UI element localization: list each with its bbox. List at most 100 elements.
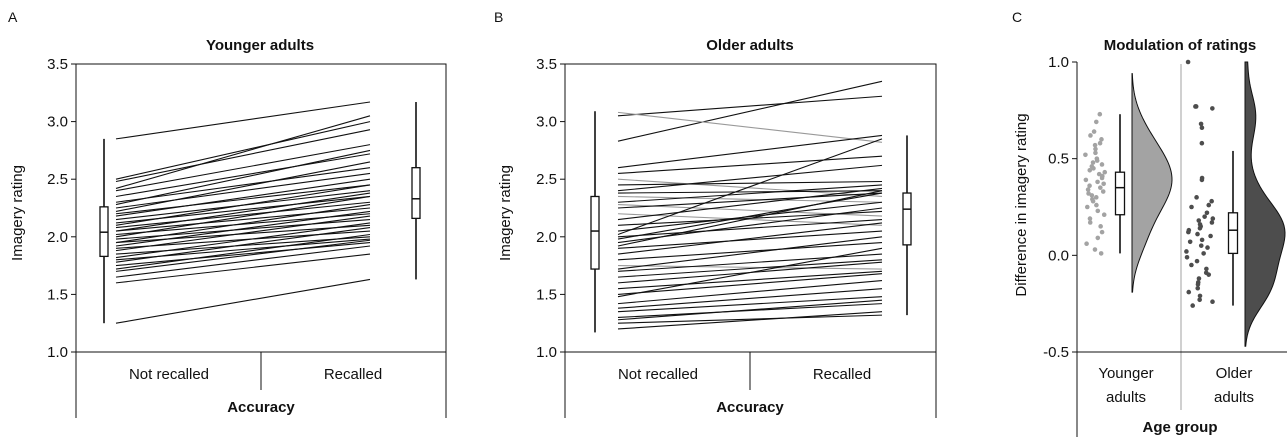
panel-c-older-point	[1189, 204, 1194, 210]
panel-b-participant-line	[617, 303, 883, 318]
panel-c-older-point	[1197, 225, 1203, 231]
panel-b-participant-line	[617, 190, 883, 247]
panel-c-younger-point	[1093, 146, 1098, 152]
panel-c-older-point	[1201, 251, 1206, 256]
panel-c-older-point	[1195, 231, 1200, 237]
panel-c-y-tick-label: 0.0	[1048, 247, 1069, 264]
panel-a-participant-line	[115, 153, 371, 198]
panel-c-younger-point	[1099, 162, 1105, 167]
panel-b-participant-line	[617, 311, 883, 330]
panel-c-younger-point	[1098, 185, 1103, 190]
panel-a-participant-line	[115, 230, 371, 249]
panel-a-y-tick-label: 3.5	[47, 56, 68, 73]
panel-c-younger-point	[1084, 241, 1089, 247]
panel-a-boxplots	[99, 102, 421, 324]
panel-a-participant-line	[115, 245, 371, 278]
panel-b-participant-line	[617, 242, 883, 261]
panel-a-y-tick-label: 3.0	[47, 114, 68, 131]
panel-c-older-point	[1210, 216, 1216, 221]
panel-b-y-tick-label: 1.5	[536, 286, 557, 303]
panel-c-younger-point	[1094, 202, 1099, 208]
panel-c-older-point	[1202, 214, 1207, 219]
panel-c-younger-point	[1095, 179, 1100, 185]
panel-b-participant-line	[617, 296, 883, 313]
panel-b-participant-line	[617, 164, 883, 192]
panel-c-older-point	[1194, 258, 1200, 264]
panel-b-y-axis-label: Imagery rating	[497, 165, 514, 261]
panel-a-participant-line	[115, 222, 371, 259]
panel-c-younger-box	[1114, 171, 1126, 216]
panel-b-not-recalled-box	[590, 195, 600, 270]
panel-b-participant-line	[617, 180, 883, 186]
panel-b-participant-line	[617, 265, 883, 270]
panel-c-older-point	[1209, 198, 1214, 204]
panel-b-participant-line	[617, 95, 883, 117]
panel-c-younger-point	[1091, 166, 1096, 171]
panel-c-older-point	[1198, 121, 1204, 127]
panel-b-participant-line	[617, 155, 883, 174]
panel-a-participant-line	[115, 195, 371, 238]
panel-b-participant-line	[617, 80, 883, 142]
panel-c-younger-point	[1092, 247, 1098, 252]
panel-c-category-younger-line1: Younger	[1098, 365, 1153, 382]
panel-c-older-point	[1206, 202, 1212, 208]
panel-a-participant-line	[115, 278, 371, 324]
panel-a-participant-line	[115, 167, 371, 203]
panel-c-older-point	[1197, 297, 1202, 303]
panel-c-younger-point	[1087, 216, 1093, 221]
panel-a-participant-line	[115, 233, 371, 270]
panel-c-older-point	[1190, 303, 1195, 308]
panel-c-older-point	[1196, 276, 1202, 281]
panel-c-younger-point	[1099, 175, 1105, 181]
panel-c-younger-point	[1092, 142, 1098, 148]
panel-a-y-tick-label: 1.0	[47, 344, 68, 361]
panel-c-younger-point	[1087, 220, 1093, 225]
panel-a-x-axis-label: Accuracy	[227, 399, 295, 416]
panel-c-younger-point	[1099, 137, 1104, 142]
panel-b-participant-line	[617, 314, 883, 324]
panel-c-letter: C	[1012, 9, 1022, 25]
panel-a-recalled-box	[411, 167, 421, 220]
panel-c-younger-point	[1095, 208, 1101, 214]
panel-a-participant-line	[115, 204, 371, 244]
panel-a-participant-line	[115, 184, 371, 226]
panel-c-older-point	[1208, 233, 1213, 239]
panel-b-participant-line	[617, 138, 883, 236]
panel-c-younger-point	[1102, 169, 1108, 175]
panel-a-category-recalled: Recalled	[324, 366, 382, 383]
panel-c-older-point	[1194, 195, 1199, 200]
panel-c-younger-point	[1088, 133, 1093, 138]
panel-c-younger-point	[1094, 158, 1100, 163]
panel-b-participant-line	[617, 230, 883, 249]
panel-c-younger-point	[1083, 152, 1088, 158]
panel-c-younger-point	[1090, 160, 1096, 165]
panel-c-points	[1083, 59, 1216, 308]
panel-c-older-point	[1204, 210, 1210, 216]
panel-c-older-point	[1184, 249, 1189, 254]
panel-c: C Modulation of ratings Difference in im…	[1012, 9, 1287, 437]
panel-c-younger-point	[1089, 193, 1095, 198]
panel-b-letter: B	[494, 9, 503, 25]
panel-b-participant-line	[617, 253, 883, 272]
panel-b-participant-line	[617, 134, 883, 169]
panel-c-y-axis-label: Difference in imagery rating	[1013, 113, 1030, 296]
panel-a-participant-line	[115, 144, 371, 192]
panel-b-participant-line	[617, 247, 883, 298]
panel-c-younger-point	[1083, 177, 1089, 183]
panel-b-boxplots	[590, 111, 912, 333]
panel-c-younger-point	[1099, 229, 1105, 235]
panel-c-younger-point	[1086, 191, 1091, 196]
panel-a-participant-line	[115, 210, 371, 247]
panel-a-participant-line	[115, 192, 371, 232]
panel-c-younger-point	[1098, 251, 1104, 256]
panel-a-participant-line	[115, 227, 371, 263]
panel-c-older-box	[1227, 212, 1239, 255]
panel-c-younger-point	[1101, 212, 1107, 218]
panel-a-participant-line	[115, 121, 371, 180]
panel-c-younger-density	[1131, 73, 1173, 293]
panel-b-participant-line	[617, 213, 883, 226]
panel-a-y-ticks: 1.0 1.5 2.0 2.5 3.0 3.5	[47, 56, 76, 361]
panel-c-older-point	[1199, 237, 1205, 243]
panel-c-older-point	[1198, 243, 1204, 248]
